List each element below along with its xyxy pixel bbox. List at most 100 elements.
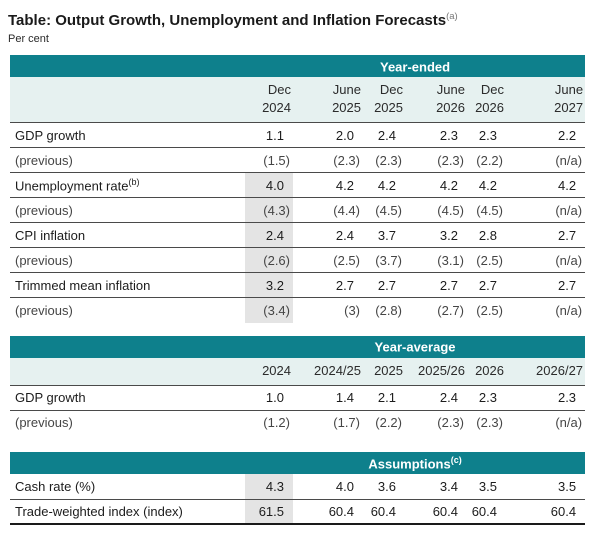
value-cell: 2.0 [293,122,363,148]
value-cell: (2.3) [363,147,405,173]
value-cell: 4.2 [363,172,405,198]
title-footnote-marker: (a) [446,11,458,22]
value-cell: 60.4 [467,498,506,525]
value-cell: 2.7 [363,272,405,298]
year-ended-body: Dec 2024 June 2025 Dec 2025 June 2026 Dec 2026 Jun… [10,77,586,323]
section-header-row: Assumptions(c) [10,452,586,474]
row-label: Unemployment rate(b) [10,172,245,198]
column-header-spacer [10,357,245,385]
value-cell: 2.4 [363,122,405,148]
row-label: GDP growth [10,122,245,148]
assumptions-body: Cash rate (%) 4.3 4.0 3.6 3.4 3.5 3.5 Trade-wei… [10,474,586,525]
previous-row: (previous) (2.6) (2.5) (3.7) (3.1) (2.5) (n/a) [10,247,586,273]
value-cell: (2.5) [293,247,363,273]
data-row: Cash rate (%) 4.3 4.0 3.6 3.4 3.5 3.5 [10,474,586,499]
value-cell: 3.6 [363,474,405,499]
column-header: 2026 [467,357,506,385]
value-cell: (n/a) [506,297,586,323]
value-cell: 2.7 [467,272,506,298]
row-label: GDP growth [10,384,245,410]
value-cell: (2.5) [467,247,506,273]
value-cell: 60.4 [405,498,467,525]
year-average-table: Year-average 2024 2024/25 2025 2025/26 2026 2… [10,335,586,435]
value-cell: (3.4) [245,297,293,323]
value-cell: 2.3 [467,122,506,148]
value-cell: (4.4) [293,197,363,223]
value-cell: 2.3 [467,384,506,410]
column-header-row: Dec 2024 June 2025 Dec 2025 June 2026 Dec 2026 Jun… [10,77,586,123]
row-label: Trimmed mean inflation [10,272,245,298]
row-label: (previous) [10,297,245,323]
value-cell: (2.2) [467,147,506,173]
section-header-spacer [10,55,245,77]
value-cell: 3.2 [405,222,467,248]
value-cell: (n/a) [506,197,586,223]
page-title-text: Table: Output Growth, Unemployment and I… [8,12,447,29]
section-footnote-marker: (c) [450,454,462,465]
row-label: (previous) [10,197,245,223]
column-header: 2024 [245,357,293,385]
section-header: Year-average [245,335,586,358]
value-cell: (2.3) [405,147,467,173]
column-header: Dec 2024 [245,77,293,123]
value-cell: 2.3 [506,384,586,410]
data-row: CPI inflation 2.4 2.4 3.7 3.2 2.8 2.7 [10,222,586,248]
value-cell: (2.5) [467,297,506,323]
value-cell: 3.4 [405,474,467,499]
row-label: (previous) [10,247,245,273]
value-cell: 4.3 [245,474,293,499]
column-header-row: 2024 2024/25 2025 2025/26 2026 2026/27 [10,357,586,385]
value-cell: (4.5) [467,197,506,223]
value-cell: 3.5 [506,474,586,499]
value-cell: 60.4 [293,498,363,525]
previous-row: (previous) (1.2) (1.7) (2.2) (2.3) (2.3) (n/a) [10,409,586,435]
data-row: Trade-weighted index (index) 61.5 60.4 60.4… [10,498,586,525]
value-cell: 61.5 [245,498,293,525]
column-header: Dec 2025 [363,77,405,123]
value-cell: 2.7 [405,272,467,298]
column-header: June 2027 [506,77,586,123]
value-cell: (3) [293,297,363,323]
value-cell: 3.7 [363,222,405,248]
section-header: Assumptions(c) [245,452,586,474]
value-cell: (2.3) [293,147,363,173]
value-cell: 60.4 [506,498,586,525]
data-row: GDP growth 1.1 2.0 2.4 2.3 2.3 2.2 [10,122,586,148]
value-cell: 2.7 [506,222,586,248]
row-label: (previous) [10,409,245,435]
value-cell: (1.7) [293,409,363,435]
value-cell: 4.0 [293,474,363,499]
value-cell: 1.4 [293,384,363,410]
value-cell: 3.2 [245,272,293,298]
value-cell: (2.8) [363,297,405,323]
column-header: 2026/27 [506,357,586,385]
value-cell: 60.4 [363,498,405,525]
value-cell: (1.2) [245,409,293,435]
value-cell: (n/a) [506,147,586,173]
value-cell: (1.5) [245,147,293,173]
value-cell: 2.1 [363,384,405,410]
value-cell: 2.2 [506,122,586,148]
value-cell: 2.4 [405,384,467,410]
value-cell: (3.1) [405,247,467,273]
page-title: Table: Output Growth, Unemployment and I… [8,7,600,31]
data-row: Trimmed mean inflation 3.2 2.7 2.7 2.7 2.7 2.7 [10,272,586,298]
row-label: CPI inflation [10,222,245,248]
column-header: Dec 2026 [467,77,506,123]
value-cell: (4.3) [245,197,293,223]
section-header-spacer [10,452,245,474]
data-row: Unemployment rate(b) 4.0 4.2 4.2 4.2 4.2 4.2 [10,172,586,198]
row-label: Trade-weighted index (index) [10,498,245,525]
column-header: 2025/26 [405,357,467,385]
section-header-text: Year-average [374,339,456,355]
value-cell: (n/a) [506,247,586,273]
value-cell: 2.7 [506,272,586,298]
section-header: Year-ended [245,55,586,77]
column-header: June 2025 [293,77,363,123]
value-cell: 4.2 [293,172,363,198]
section-header-spacer [10,335,245,358]
row-footnote-marker: (b) [128,176,140,187]
value-cell: (2.7) [405,297,467,323]
year-average-body: 2024 2024/25 2025 2025/26 2026 2026/27 GDP gro… [10,357,586,435]
